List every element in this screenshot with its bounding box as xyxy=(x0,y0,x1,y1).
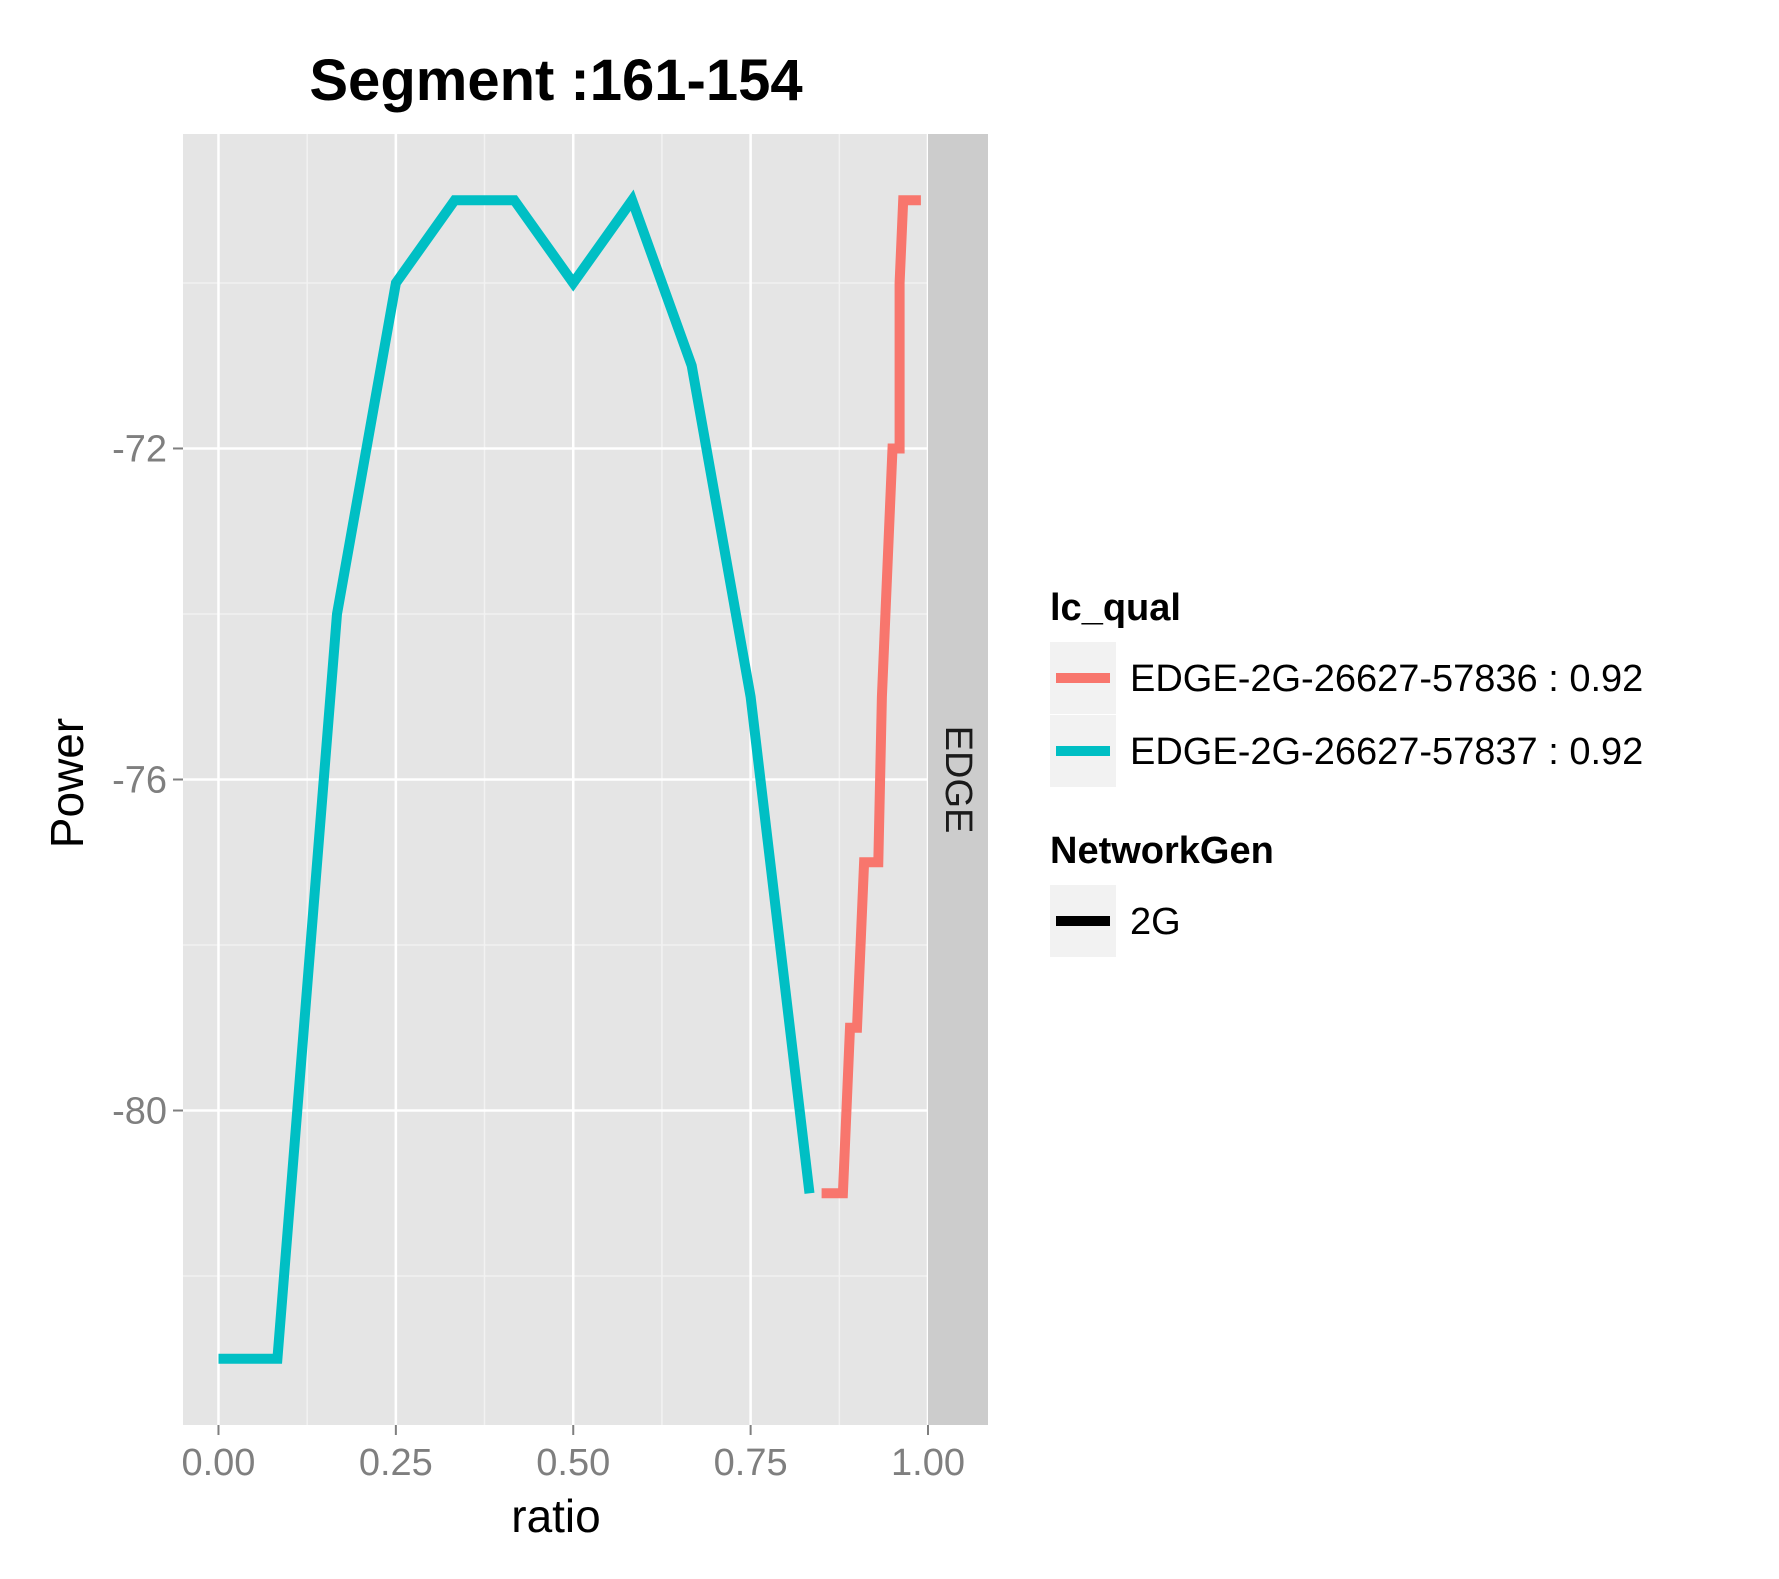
axes: 0.00 0.25 0.50 0.75 1.00 -72 -76 -80 xyxy=(112,428,965,1484)
series-line-2 xyxy=(218,189,815,1364)
x-tick-label: 0.50 xyxy=(536,1442,610,1484)
x-tick-label: 0.75 xyxy=(714,1442,788,1484)
legend-entry-label: 2G xyxy=(1130,901,1181,943)
series-lines xyxy=(218,189,921,1364)
grid-lines xyxy=(183,134,930,1425)
legend-key xyxy=(1050,885,1116,957)
legend-key xyxy=(1050,642,1116,714)
legend-entry-label: EDGE-2G-26627-57837 : 0.92 xyxy=(1130,731,1643,773)
chart-title: Segment :161-154 xyxy=(309,48,802,113)
facet-strip: EDGE xyxy=(928,134,988,1425)
facet-strip-label: EDGE xyxy=(937,726,979,834)
y-tick-label: -76 xyxy=(112,760,167,802)
x-tick-label: 0.25 xyxy=(359,1442,433,1484)
series-line-1 xyxy=(821,195,921,1199)
x-tick-label: 0.00 xyxy=(181,1442,255,1484)
legend-group-1: lc_qual EDGE-2G-26627-57836 : 0.92 EDGE-2G… xyxy=(1050,587,1643,787)
y-axis-label: Power xyxy=(41,718,93,848)
legend-title: lc_qual xyxy=(1050,587,1181,629)
x-axis-label: ratio xyxy=(511,1490,600,1542)
legend-group-2: NetworkGen 2G xyxy=(1050,830,1274,957)
legend: lc_qual EDGE-2G-26627-57836 : 0.92 EDGE-2G… xyxy=(1050,587,1643,957)
legend-entry-label: EDGE-2G-26627-57836 : 0.92 xyxy=(1130,658,1643,700)
legend-key xyxy=(1050,715,1116,787)
legend-title: NetworkGen xyxy=(1050,830,1274,872)
facet-strip-background xyxy=(928,134,988,1425)
y-tick-label: -80 xyxy=(112,1091,167,1133)
x-tick-label: 1.00 xyxy=(891,1442,965,1484)
y-tick-label: -72 xyxy=(112,428,167,470)
